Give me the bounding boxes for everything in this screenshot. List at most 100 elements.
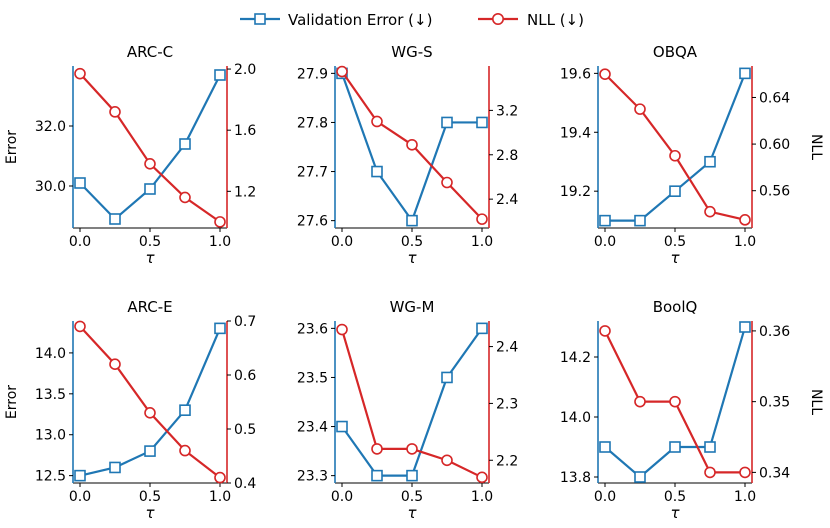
validation-error-point bbox=[739, 67, 751, 80]
x-tick-label: 0.0 bbox=[331, 489, 353, 505]
nll-point bbox=[704, 205, 716, 218]
nll-point bbox=[74, 67, 86, 80]
x-tick-label: 0.5 bbox=[401, 489, 423, 505]
x-tick-label: 1.0 bbox=[209, 489, 231, 505]
validation-error-point bbox=[476, 116, 488, 129]
x-tick-label: 1.0 bbox=[734, 234, 756, 250]
subplot-title: OBQA bbox=[653, 43, 698, 61]
x-axis-label: τ bbox=[145, 504, 155, 522]
subplot-wg-m: WG-M 0.0 0.5 1.0 τ 23.3 23.4 23.5 23.6 2.2 2.3 2.4 bbox=[297, 298, 519, 522]
validation-error-point bbox=[441, 116, 453, 129]
right-y-tick-label: 0.64 bbox=[759, 90, 790, 106]
validation-error-point bbox=[406, 469, 418, 482]
right-y-tick-label: 0.36 bbox=[759, 324, 790, 340]
x-tick-label: 1.0 bbox=[471, 489, 493, 505]
right-y-tick-label: 2.4 bbox=[496, 340, 518, 356]
validation-error-point bbox=[109, 213, 121, 225]
left-y-tick-label: 14.0 bbox=[35, 346, 66, 362]
nll-point bbox=[476, 471, 488, 484]
nll-point bbox=[634, 395, 646, 408]
nll-point bbox=[179, 444, 191, 457]
left-y-axis-label: Error bbox=[4, 385, 20, 419]
nll-point bbox=[406, 138, 418, 151]
right-y-tick-label: 2.3 bbox=[496, 396, 518, 412]
subplot-title: WG-S bbox=[391, 43, 432, 61]
subplot-grid: ARC-C 0.0 0.5 1.0 τ 30.0 32.0 1.2 1.6 2.0 Error WG-… bbox=[4, 43, 824, 522]
validation-error-point bbox=[214, 322, 226, 335]
validation-error-point bbox=[214, 69, 226, 81]
right-y-tick-label: 0.5 bbox=[234, 422, 256, 438]
right-y-tick-label: 1.2 bbox=[234, 184, 256, 200]
x-tick-label: 0.5 bbox=[139, 234, 161, 250]
subplot-title: BoolQ bbox=[653, 298, 698, 316]
x-tick-label: 0.5 bbox=[664, 489, 686, 505]
left-y-tick-label: 13.0 bbox=[35, 428, 66, 444]
x-tick-label: 0.5 bbox=[664, 234, 686, 250]
left-y-tick-label: 23.4 bbox=[297, 420, 328, 436]
subplot-boolq: BoolQ 0.0 0.5 1.0 τ 13.8 14.0 14.2 0.34 0.35 0.36 N… bbox=[560, 298, 824, 522]
nll-point bbox=[179, 191, 191, 204]
validation-error-point bbox=[599, 214, 611, 227]
right-y-tick-label: 2.4 bbox=[496, 192, 518, 208]
right-y-tick-label: 2.0 bbox=[234, 62, 256, 78]
x-tick-label: 0.0 bbox=[594, 234, 616, 250]
nll-point bbox=[739, 214, 751, 226]
nll-point bbox=[109, 106, 121, 118]
nll-point bbox=[371, 443, 383, 455]
left-y-tick-label: 30.0 bbox=[35, 179, 66, 195]
legend-label: Validation Error (↓) bbox=[288, 11, 432, 29]
nll-point bbox=[336, 323, 348, 336]
validation-error-point bbox=[144, 183, 156, 195]
nll-point bbox=[669, 395, 681, 408]
right-y-axis-label: NLL bbox=[808, 389, 824, 415]
nll-point bbox=[144, 158, 156, 170]
legend-label: NLL (↓) bbox=[527, 11, 584, 29]
left-y-tick-label: 27.8 bbox=[297, 115, 328, 131]
validation-error-point bbox=[179, 138, 191, 150]
right-y-tick-label: 0.56 bbox=[759, 184, 790, 200]
validation-error-point bbox=[371, 469, 383, 482]
x-axis-label: τ bbox=[670, 504, 680, 522]
right-y-tick-label: 0.7 bbox=[234, 314, 256, 330]
right-y-tick-label: 1.6 bbox=[234, 123, 256, 139]
subplot-arc-c: ARC-C 0.0 0.5 1.0 τ 30.0 32.0 1.2 1.6 2.0 Error bbox=[4, 43, 256, 267]
nll-point bbox=[739, 466, 751, 479]
validation-error-point bbox=[599, 441, 611, 453]
validation-error-point bbox=[144, 445, 156, 457]
validation-error-point bbox=[371, 165, 383, 178]
nll-point bbox=[599, 68, 611, 80]
subplot-title: WG-M bbox=[390, 298, 435, 316]
nll-point bbox=[441, 454, 453, 467]
left-y-tick-label: 23.3 bbox=[297, 469, 328, 485]
right-y-axis-label: NLL bbox=[808, 134, 824, 160]
validation-error-point bbox=[74, 177, 86, 189]
x-tick-label: 0.5 bbox=[139, 489, 161, 505]
validation-error-point bbox=[634, 214, 646, 227]
left-y-tick-label: 32.0 bbox=[35, 119, 66, 135]
legend: Validation Error (↓) NLL (↓) bbox=[240, 11, 584, 29]
nll-point bbox=[214, 216, 226, 228]
right-y-tick-label: 0.34 bbox=[759, 465, 790, 481]
nll-point bbox=[214, 471, 226, 484]
nll-point bbox=[74, 320, 86, 333]
right-y-tick-label: 0.6 bbox=[234, 368, 256, 384]
legend-square-marker bbox=[254, 13, 266, 25]
x-axis-label: τ bbox=[407, 504, 417, 522]
nll-point bbox=[669, 149, 681, 162]
left-y-tick-label: 27.6 bbox=[297, 214, 328, 230]
nll-line bbox=[79, 72, 221, 223]
legend-circle-marker bbox=[491, 13, 504, 25]
nll-point bbox=[599, 325, 611, 337]
left-y-tick-label: 27.7 bbox=[297, 165, 328, 181]
x-tick-label: 1.0 bbox=[734, 489, 756, 505]
subplot-obqa: OBQA 0.0 0.5 1.0 τ 19.2 19.4 19.6 0.56 0.60 0.64 NL… bbox=[560, 43, 824, 267]
subplot-title: ARC-C bbox=[127, 43, 173, 61]
left-y-tick-label: 19.4 bbox=[560, 125, 591, 141]
nll-point bbox=[371, 115, 383, 128]
nll-point bbox=[476, 213, 488, 225]
left-y-axis-label: Error bbox=[4, 130, 20, 164]
nll-point bbox=[336, 65, 348, 78]
left-y-tick-label: 13.5 bbox=[35, 387, 66, 403]
subplot-wg-s: WG-S 0.0 0.5 1.0 τ 27.6 27.7 27.8 27.9 2.4 2.8 3.2 bbox=[297, 43, 519, 267]
